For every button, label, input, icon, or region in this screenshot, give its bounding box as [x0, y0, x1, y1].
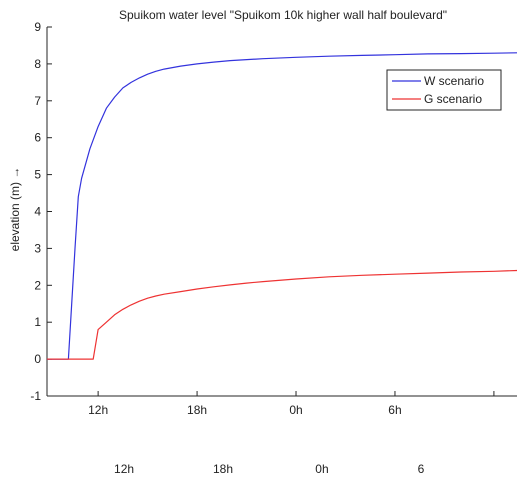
- legend-box: [386, 69, 502, 111]
- series-line-0: [47, 52, 518, 360]
- y-tick-label-1: 0: [34, 352, 41, 366]
- series-layer: [47, 52, 518, 360]
- x-tick-label-3: 6h: [388, 403, 401, 417]
- secondary-x-tick-label-3: 6: [418, 462, 425, 476]
- legend-label-1: G scenario: [424, 92, 482, 106]
- x-tick-label-2: 0h: [289, 403, 302, 417]
- y-axis-label: elevation (m) →: [8, 167, 22, 252]
- y-tick-label-0: -1: [30, 389, 41, 403]
- series-line-1: [47, 269, 518, 360]
- y-tick-label-2: 1: [34, 315, 41, 329]
- chart-title: Spuikom water level "Spuikom 10k higher …: [119, 8, 447, 22]
- y-tick-label-3: 2: [34, 278, 41, 292]
- x-tick-label-0: 12h: [88, 403, 108, 417]
- y-tick-label-6: 5: [34, 168, 41, 182]
- y-tick-label-4: 3: [34, 241, 41, 255]
- y-tick-label-8: 7: [34, 94, 41, 108]
- x-tick-label-1: 18h: [187, 403, 207, 417]
- secondary-x-tick-label-0: 12h: [114, 462, 134, 476]
- secondary-x-axis: 12h 18h 0h 6: [114, 462, 425, 476]
- y-tick-label-9: 8: [34, 57, 41, 71]
- secondary-x-tick-label-2: 0h: [315, 462, 328, 476]
- y-tick-label-10: 9: [34, 20, 41, 34]
- y-tick-label-7: 6: [34, 131, 41, 145]
- legend-label-0: W scenario: [424, 74, 484, 88]
- secondary-x-tick-label-1: 18h: [213, 462, 233, 476]
- y-axis: -1 0 1 2 3 4 5 6 7 8 9: [30, 20, 52, 403]
- legend: W scenario G scenario: [386, 69, 502, 111]
- x-axis: 12h 18h 0h 6h: [47, 391, 517, 417]
- y-tick-label-5: 4: [34, 205, 41, 219]
